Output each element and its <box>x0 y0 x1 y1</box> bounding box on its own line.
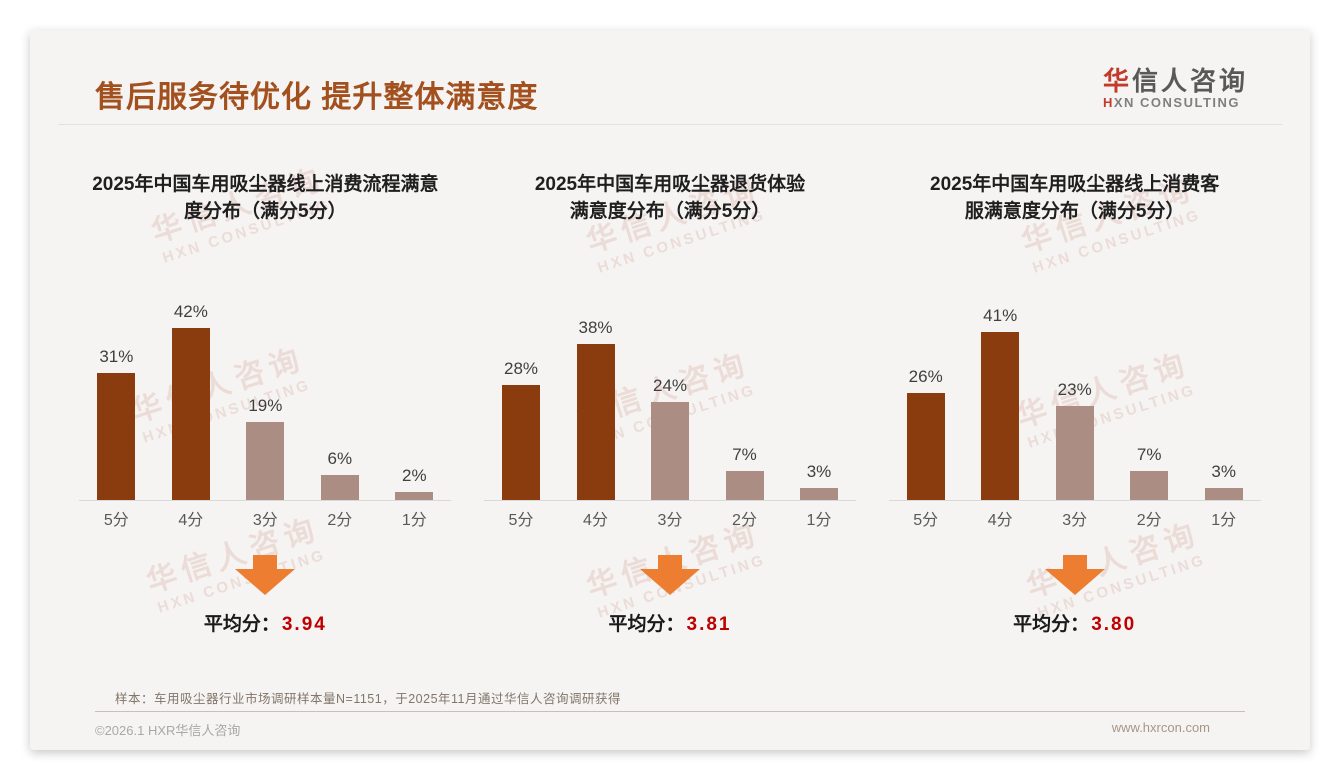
bar <box>1055 406 1094 500</box>
bar-value-label: 23% <box>1057 380 1092 399</box>
footer-divider <box>95 711 1245 712</box>
bar-value-label: 6% <box>327 449 353 468</box>
bar <box>800 488 838 500</box>
bar-value-label: 3% <box>1211 462 1236 481</box>
bar-value-label: 7% <box>732 445 757 464</box>
bar-plot: 31% 42% 19% 6% 2% <box>79 278 451 500</box>
category-label: 2分 <box>327 512 353 529</box>
bar <box>576 344 615 500</box>
category-label: 4分 <box>583 512 608 529</box>
x-axis-line <box>79 500 452 501</box>
category-label: 5分 <box>508 512 534 529</box>
bar-value-label: 2% <box>402 466 427 485</box>
x-axis-line <box>888 500 1261 501</box>
category-label: 2分 <box>1136 512 1162 529</box>
bar <box>906 393 945 500</box>
down-arrow-icon <box>229 555 301 595</box>
bar-value-label: 41% <box>983 306 1018 325</box>
category-label: 5分 <box>103 512 129 529</box>
bar <box>1130 471 1169 500</box>
category-label: 3分 <box>657 512 683 529</box>
average-score: 平均分： 3.80 <box>1013 609 1136 636</box>
average-value: 3.81 <box>686 614 732 635</box>
page-title: 售后服务待优化 提升整体满意度 <box>95 81 539 114</box>
chart-title: 2025年中国车用吸尘器退货体验 满意度分布（满分5分） <box>534 174 806 222</box>
bar-plot: 28% 38% 24% 7% 3% <box>484 278 856 500</box>
down-arrow-icon <box>634 555 706 595</box>
chart-column: 2025年中国车用吸尘器退货体验 满意度分布（满分5分） 28% 38% 24% 7% 3%… <box>475 172 866 636</box>
chart-column: 2025年中国车用吸尘器线上消费客 服满意度分布（满分5分） 26% 41% 23% 7%… <box>879 172 1270 636</box>
average-label: 平均分： <box>203 614 280 635</box>
category-label: 1分 <box>806 512 832 529</box>
company-logo: 华信人咨询 HXN CONSULTING <box>1102 66 1248 111</box>
bar-slot: 31% <box>79 347 153 500</box>
average-label: 平均分： <box>1013 614 1090 635</box>
bar <box>171 328 210 500</box>
category-label: 3分 <box>252 512 278 529</box>
bar-slot: 7% <box>1112 445 1186 500</box>
category-label: 4分 <box>178 512 204 529</box>
category-label: 2分 <box>732 512 757 529</box>
chart-column: 2025年中国车用吸尘器线上消费流程满意 度分布（满分5分） 31% 42% 19% 6%… <box>70 172 461 636</box>
bar <box>320 475 359 500</box>
average-value: 3.94 <box>281 614 327 635</box>
category-label: 5分 <box>913 512 939 529</box>
bar-value-label: 31% <box>99 347 134 366</box>
bar-value-label: 28% <box>503 359 539 378</box>
bar-slot: 41% <box>963 306 1037 500</box>
bar <box>395 492 434 500</box>
category-axis: 5分 4分 3分 2分 1分 <box>889 501 1261 535</box>
bar-slot: 23% <box>1038 380 1112 500</box>
bar-slot: 42% <box>154 302 228 500</box>
bar-plot: 26% 41% 23% 7% 3% <box>889 278 1261 500</box>
category-label: 3分 <box>1062 512 1088 529</box>
category-label: 1分 <box>1211 512 1237 529</box>
bar-value-label: 24% <box>652 376 688 395</box>
bar-slot: 19% <box>228 396 302 500</box>
average-score: 平均分： 3.81 <box>609 609 732 636</box>
bar <box>725 471 764 500</box>
bar <box>981 332 1020 500</box>
bar-slot: 3% <box>782 462 856 500</box>
bar <box>502 385 540 500</box>
bar-slot: 6% <box>303 449 377 500</box>
average-label: 平均分： <box>608 614 685 635</box>
bar-value-label: 19% <box>248 396 283 415</box>
x-axis-line <box>484 500 856 501</box>
average-value: 3.80 <box>1091 614 1137 635</box>
average-score: 平均分： 3.94 <box>204 609 327 636</box>
bar-value-label: 42% <box>173 302 208 321</box>
chart-title: 2025年中国车用吸尘器线上消费客 服满意度分布（满分5分） <box>930 174 1220 222</box>
bar-slot: 24% <box>633 376 707 500</box>
bar-slot: 26% <box>889 367 963 500</box>
bar-slot: 38% <box>559 318 633 500</box>
bar-slot: 28% <box>484 359 558 500</box>
header-divider <box>58 124 1282 125</box>
bar-value-label: 3% <box>806 462 832 481</box>
category-label: 1分 <box>401 512 427 529</box>
category-axis: 5分 4分 3分 2分 1分 <box>484 501 856 535</box>
bar <box>651 402 689 500</box>
bar-slot: 3% <box>1187 462 1261 500</box>
category-label: 4分 <box>987 512 1013 529</box>
bar <box>246 422 285 500</box>
chart-title: 2025年中国车用吸尘器线上消费流程满意 度分布（满分5分） <box>92 174 439 222</box>
sample-footnote: 样本：车用吸尘器行业市场调研样本量N=1151，于2025年11月通过华信人咨询… <box>115 692 621 706</box>
bar-value-label: 26% <box>908 367 943 386</box>
category-axis: 5分 4分 3分 2分 1分 <box>79 501 451 535</box>
bar-value-label: 7% <box>1136 445 1162 464</box>
logo-chinese: 华信人咨询 <box>1102 66 1248 96</box>
charts-row: 2025年中国车用吸尘器线上消费流程满意 度分布（满分5分） 31% 42% 19% 6%… <box>70 172 1270 636</box>
bar-slot: 7% <box>708 445 782 500</box>
bar <box>1204 488 1243 500</box>
bar-value-label: 38% <box>578 318 613 337</box>
logo-english: HXN CONSULTING <box>1102 95 1241 111</box>
bar <box>97 373 136 500</box>
website-url: www.hxrcon.com <box>1111 720 1210 735</box>
copyright-text: ©2026.1 HXR华信人咨询 <box>95 723 241 738</box>
bar-slot: 2% <box>377 466 451 500</box>
down-arrow-icon <box>1039 555 1111 595</box>
